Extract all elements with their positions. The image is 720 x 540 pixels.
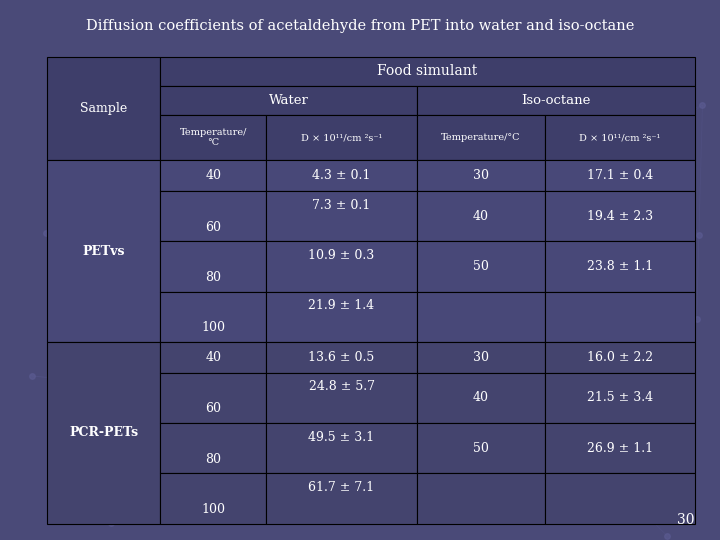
Text: 49.5 ± 3.1: 49.5 ± 3.1 [308,431,374,444]
Text: 24.8 ± 5.7: 24.8 ± 5.7 [308,380,374,393]
Text: Sample: Sample [80,102,127,115]
Text: 10.9 ± 0.3: 10.9 ± 0.3 [308,249,374,262]
Text: 80: 80 [205,453,221,466]
Text: 4.3 ± 0.1: 4.3 ± 0.1 [312,169,371,182]
Text: Diffusion coefficients of acetaldehyde from PET into water and iso-octane: Diffusion coefficients of acetaldehyde f… [86,19,634,33]
Text: Temperature/
°C: Temperature/ °C [180,128,247,147]
Text: 60: 60 [205,402,221,415]
Bar [161,114,266,160]
Bar [417,160,545,191]
Bar [545,114,695,160]
Bar [417,423,545,474]
Text: 100: 100 [202,321,225,334]
Text: Iso-octane: Iso-octane [521,93,590,106]
Bar [161,241,266,292]
Text: 40: 40 [205,351,221,364]
Text: 21.9 ± 1.4: 21.9 ± 1.4 [308,299,374,312]
Bar [266,191,417,241]
Bar [545,342,695,373]
Text: 7.3 ± 0.1: 7.3 ± 0.1 [312,199,371,212]
Bar [545,474,695,524]
Bar [161,86,417,114]
Text: 60: 60 [205,221,221,234]
Bar [161,423,266,474]
Bar [266,342,417,373]
Text: 40: 40 [472,210,489,222]
Bar [161,474,266,524]
Bar [417,373,545,423]
Text: PCR-PETs: PCR-PETs [69,427,138,440]
Text: 16.0 ± 2.2: 16.0 ± 2.2 [587,351,653,364]
Text: 30: 30 [472,169,489,182]
Text: 100: 100 [202,503,225,516]
Bar [266,114,417,160]
Bar [417,191,545,241]
Bar [47,57,161,160]
Bar [417,342,545,373]
Bar [266,241,417,292]
Text: D × 10¹¹/cm ²s⁻¹: D × 10¹¹/cm ²s⁻¹ [579,133,660,142]
Bar [161,57,695,86]
Bar [266,474,417,524]
Text: 40: 40 [472,392,489,404]
Bar [266,160,417,191]
Bar [417,474,545,524]
Text: PETvs: PETvs [82,245,125,258]
Text: 30: 30 [472,351,489,364]
Text: D × 10¹¹/cm ²s⁻¹: D × 10¹¹/cm ²s⁻¹ [301,133,382,142]
Bar [417,114,545,160]
Bar [47,160,161,342]
Text: 19.4 ± 2.3: 19.4 ± 2.3 [587,210,653,222]
Text: Food simulant: Food simulant [377,64,477,78]
Text: Temperature/°C: Temperature/°C [441,133,521,142]
Text: Water: Water [269,93,308,106]
Text: 17.1 ± 0.4: 17.1 ± 0.4 [587,169,653,182]
Bar [47,342,161,524]
Bar [161,191,266,241]
Bar [545,191,695,241]
Text: 40: 40 [205,169,221,182]
Bar [161,160,266,191]
Text: 30: 30 [678,512,695,526]
Bar [266,423,417,474]
Bar [417,86,695,114]
Bar [161,342,266,373]
Bar [266,373,417,423]
Bar [545,373,695,423]
Text: 61.7 ± 7.1: 61.7 ± 7.1 [308,481,374,494]
Text: 50: 50 [473,442,489,455]
Text: 50: 50 [473,260,489,273]
Bar [545,160,695,191]
Bar [417,292,545,342]
Bar [545,423,695,474]
Bar [545,292,695,342]
Text: 80: 80 [205,271,221,284]
Bar [266,292,417,342]
Bar [417,241,545,292]
Text: 13.6 ± 0.5: 13.6 ± 0.5 [308,351,374,364]
Text: 21.5 ± 3.4: 21.5 ± 3.4 [587,392,653,404]
Bar [161,373,266,423]
Bar [545,241,695,292]
Text: 26.9 ± 1.1: 26.9 ± 1.1 [587,442,653,455]
Bar [161,292,266,342]
Text: 23.8 ± 1.1: 23.8 ± 1.1 [587,260,653,273]
